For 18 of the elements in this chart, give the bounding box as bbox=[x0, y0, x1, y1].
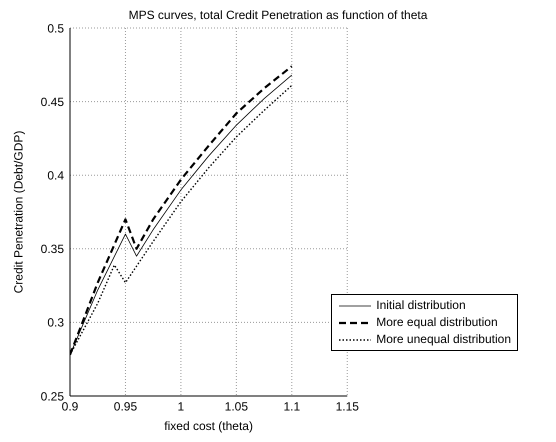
x-axis-title: fixed cost (theta) bbox=[164, 419, 253, 433]
y-tick-label: 0.4 bbox=[47, 168, 64, 182]
legend-label: More equal distribution bbox=[376, 314, 498, 331]
x-tick-label: 0.95 bbox=[114, 400, 138, 414]
y-tick-label: 0.5 bbox=[47, 21, 64, 36]
y-tick-label: 0.3 bbox=[47, 316, 64, 330]
y-tick-label: 0.45 bbox=[40, 94, 64, 109]
x-tick-label: 1 bbox=[178, 400, 185, 414]
legend-label: Initial distribution bbox=[376, 297, 466, 314]
x-tick-label: 0.9 bbox=[62, 400, 79, 414]
x-tick-label: 1.1 bbox=[283, 400, 300, 414]
x-tick-label: 1.15 bbox=[336, 400, 360, 414]
y-axis-title: Credit Penetration (Debt/GDP) bbox=[11, 130, 26, 294]
chart-title: MPS curves, total Credit Penetration as function of theta bbox=[128, 8, 428, 22]
x-tick-label: 1.05 bbox=[224, 400, 248, 414]
y-tick-label: 0.25 bbox=[40, 389, 64, 404]
y-tick-label: 0.35 bbox=[40, 242, 64, 256]
legend-label: More unequal distribution bbox=[376, 331, 511, 348]
